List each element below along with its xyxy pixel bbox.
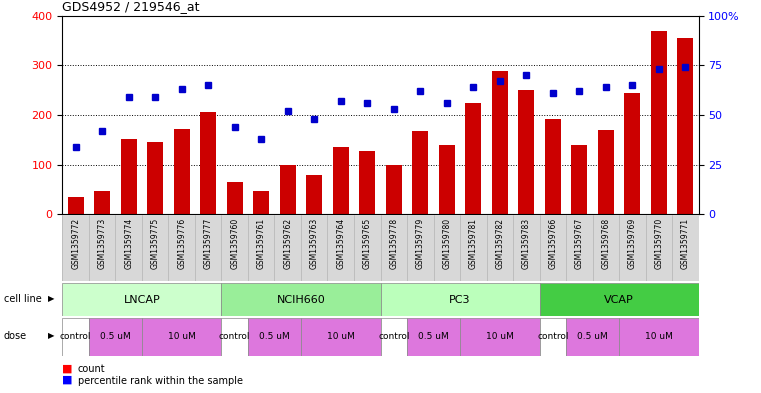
Bar [460, 318, 540, 356]
Bar [89, 318, 142, 356]
Text: GSM1359778: GSM1359778 [390, 218, 398, 269]
Bar [280, 165, 296, 214]
Bar [651, 31, 667, 214]
Text: GSM1359775: GSM1359775 [151, 218, 160, 269]
Bar [540, 318, 566, 356]
Text: GSM1359781: GSM1359781 [469, 218, 478, 268]
Text: 0.5 uM: 0.5 uM [100, 332, 131, 342]
Text: GSM1359763: GSM1359763 [310, 218, 319, 269]
Text: PC3: PC3 [449, 295, 471, 305]
Bar [62, 318, 89, 356]
Bar [142, 318, 221, 356]
Text: GSM1359761: GSM1359761 [256, 218, 266, 269]
Bar [221, 318, 248, 356]
Text: control: control [219, 332, 250, 342]
Text: ▶: ▶ [48, 294, 55, 303]
Bar [566, 318, 619, 356]
Bar [301, 318, 380, 356]
Bar [492, 71, 508, 214]
Bar [94, 191, 110, 214]
Bar [545, 119, 561, 214]
Text: GSM1359776: GSM1359776 [177, 218, 186, 269]
Bar [380, 318, 407, 356]
Bar [221, 283, 380, 316]
Text: percentile rank within the sample: percentile rank within the sample [78, 376, 243, 386]
Bar [619, 318, 699, 356]
Text: GSM1359760: GSM1359760 [231, 218, 239, 269]
Bar [253, 191, 269, 214]
Text: GSM1359770: GSM1359770 [654, 218, 664, 269]
Text: control: control [537, 332, 568, 342]
Text: ▶: ▶ [48, 332, 55, 340]
Text: GSM1359782: GSM1359782 [495, 218, 505, 268]
Text: count: count [78, 364, 105, 374]
Bar [121, 139, 137, 214]
Bar [147, 142, 163, 214]
Text: GSM1359762: GSM1359762 [283, 218, 292, 269]
Text: GSM1359783: GSM1359783 [522, 218, 530, 269]
Text: GSM1359768: GSM1359768 [601, 218, 610, 269]
Text: GSM1359780: GSM1359780 [442, 218, 451, 269]
Bar [62, 283, 221, 316]
Bar [572, 145, 587, 214]
Bar [407, 318, 460, 356]
Text: GSM1359779: GSM1359779 [416, 218, 425, 269]
Bar [380, 283, 540, 316]
Bar [174, 129, 189, 214]
Text: cell line: cell line [4, 294, 42, 304]
Text: GSM1359771: GSM1359771 [681, 218, 689, 269]
Bar [306, 176, 322, 214]
Text: ■: ■ [62, 364, 73, 373]
Bar [624, 93, 640, 214]
Text: LNCAP: LNCAP [123, 295, 161, 305]
Bar [200, 112, 216, 214]
Text: GSM1359774: GSM1359774 [124, 218, 133, 269]
Bar [412, 131, 428, 214]
Text: GSM1359764: GSM1359764 [336, 218, 345, 269]
Text: GSM1359777: GSM1359777 [204, 218, 212, 269]
Text: 10 uM: 10 uM [486, 332, 514, 342]
Text: 0.5 uM: 0.5 uM [418, 332, 449, 342]
Text: 10 uM: 10 uM [645, 332, 673, 342]
Text: GSM1359765: GSM1359765 [363, 218, 371, 269]
Bar [677, 38, 693, 214]
Bar [248, 318, 301, 356]
Text: GSM1359766: GSM1359766 [549, 218, 557, 269]
Bar [227, 182, 243, 214]
Text: 0.5 uM: 0.5 uM [259, 332, 290, 342]
Text: ■: ■ [62, 375, 73, 385]
Text: dose: dose [4, 331, 27, 341]
Bar [465, 103, 481, 214]
Bar [598, 130, 614, 214]
Text: 10 uM: 10 uM [167, 332, 196, 342]
Bar [333, 147, 349, 214]
Text: GSM1359767: GSM1359767 [575, 218, 584, 269]
Bar [68, 197, 84, 214]
Text: GDS4952 / 219546_at: GDS4952 / 219546_at [62, 0, 200, 13]
Text: 0.5 uM: 0.5 uM [577, 332, 608, 342]
Bar [439, 145, 455, 214]
Text: control: control [378, 332, 409, 342]
Text: control: control [60, 332, 91, 342]
Text: GSM1359773: GSM1359773 [97, 218, 107, 269]
Text: GSM1359769: GSM1359769 [628, 218, 637, 269]
Bar [359, 151, 375, 214]
Bar [386, 165, 402, 214]
Bar [518, 90, 534, 214]
Bar [540, 283, 699, 316]
Text: 10 uM: 10 uM [326, 332, 355, 342]
Text: VCAP: VCAP [604, 295, 634, 305]
Text: GSM1359772: GSM1359772 [72, 218, 80, 269]
Text: NCIH660: NCIH660 [276, 295, 326, 305]
